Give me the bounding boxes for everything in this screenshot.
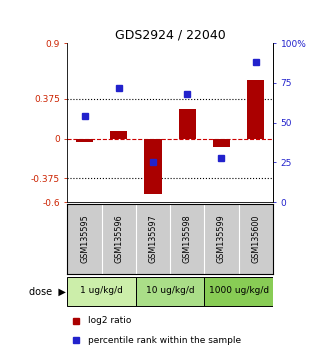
Text: 1 ug/kg/d: 1 ug/kg/d (80, 286, 123, 295)
Bar (179, 109, 196, 138)
Text: dose  ▶: dose ▶ (29, 286, 66, 297)
Text: percentile rank within the sample: percentile rank within the sample (88, 336, 241, 344)
Bar (144, 138, 161, 194)
Title: GDS2924 / 22040: GDS2924 / 22040 (115, 29, 226, 42)
Bar (247, 80, 264, 138)
Text: GSM135595: GSM135595 (80, 215, 89, 263)
Text: GSM135597: GSM135597 (149, 215, 158, 263)
Bar (213, 138, 230, 147)
Bar (76, 138, 93, 142)
Text: GSM135600: GSM135600 (251, 215, 260, 263)
Text: GSM135599: GSM135599 (217, 215, 226, 263)
Text: GSM135598: GSM135598 (183, 215, 192, 263)
Bar (67, 277, 136, 306)
Bar (204, 277, 273, 306)
Text: 10 ug/kg/d: 10 ug/kg/d (146, 286, 195, 295)
Text: log2 ratio: log2 ratio (88, 316, 131, 325)
Text: GSM135596: GSM135596 (114, 215, 123, 263)
Bar (136, 277, 204, 306)
Text: 1000 ug/kg/d: 1000 ug/kg/d (209, 286, 269, 295)
Bar (110, 131, 127, 138)
